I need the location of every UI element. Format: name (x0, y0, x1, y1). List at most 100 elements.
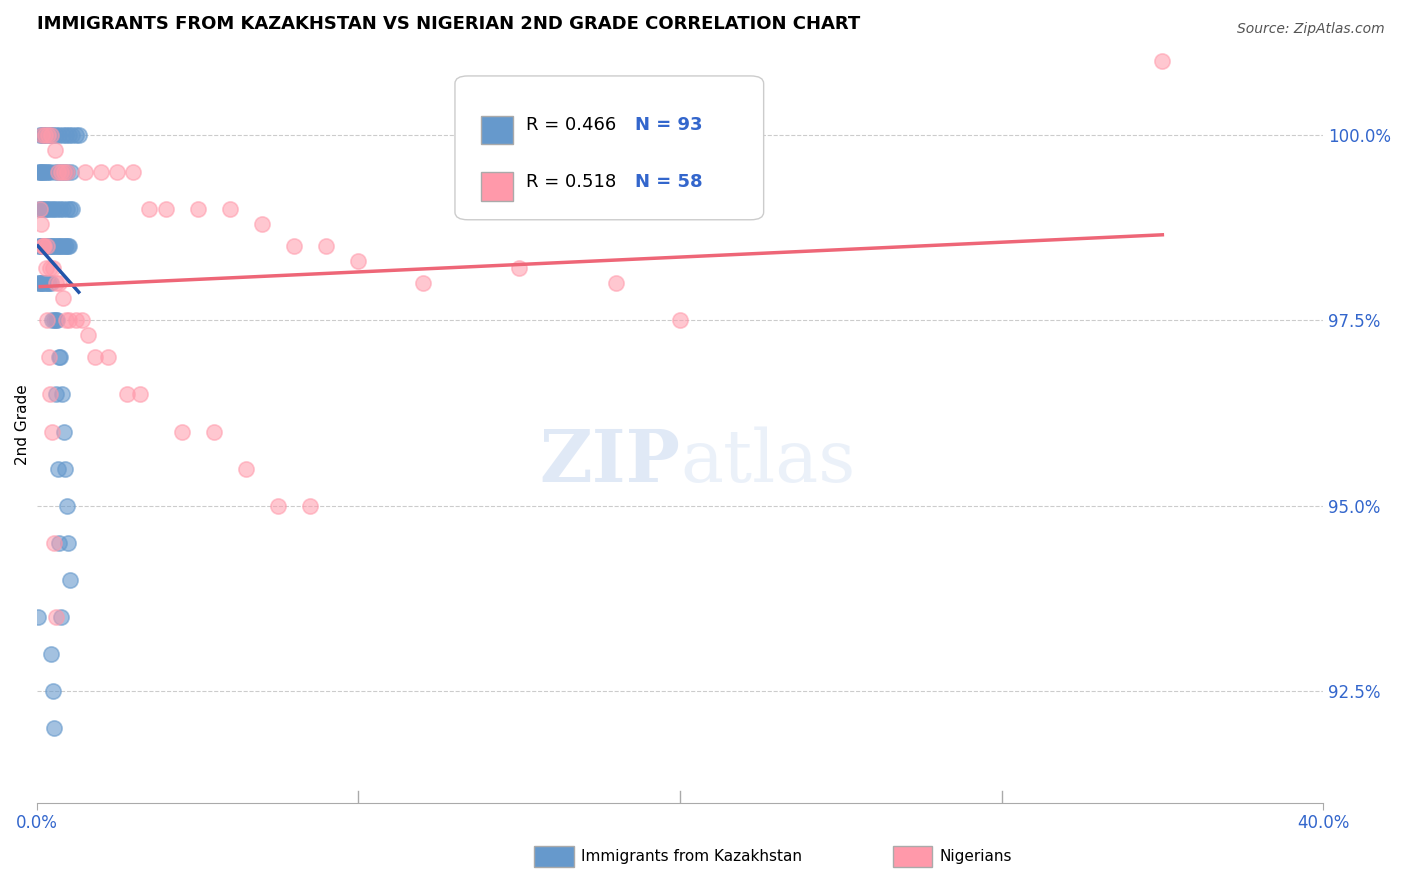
Point (49, 165, 72, 179)
Point (44, 239, 66, 253)
Point (38, 351, 60, 365)
Point (202, 425, 225, 439)
Point (56, 165, 79, 179)
Point (30, 165, 52, 179)
Point (32, 239, 55, 253)
Point (38, 239, 60, 253)
Point (218, 202, 240, 216)
Point (38, 276, 60, 290)
Point (58, 128, 80, 142)
Point (52, 239, 75, 253)
Text: Immigrants from Kazakhstan: Immigrants from Kazakhstan (581, 849, 801, 863)
Text: IMMIGRANTS FROM KAZAKHSTAN VS NIGERIAN 2ND GRADE CORRELATION CHART: IMMIGRANTS FROM KAZAKHSTAN VS NIGERIAN 2… (37, 15, 860, 33)
Text: R = 0.518: R = 0.518 (526, 173, 616, 191)
Point (283, 239, 305, 253)
Point (30, 202, 52, 216)
Point (669, 313, 692, 327)
Point (49, 239, 72, 253)
Point (52, 128, 75, 142)
Point (267, 499, 290, 513)
Point (28, 276, 51, 290)
Point (38, 261, 60, 276)
Point (31, 239, 53, 253)
Point (34, 128, 56, 142)
Point (31, 128, 53, 142)
Point (67, 128, 90, 142)
Point (58, 313, 80, 327)
Point (39, 239, 62, 253)
Point (56, 239, 79, 253)
Point (48, 351, 70, 365)
Point (34, 239, 56, 253)
Point (58, 536, 80, 550)
Point (46, 239, 69, 253)
Point (59, 573, 82, 587)
Point (65, 313, 87, 327)
Point (45, 239, 67, 253)
Point (34, 276, 56, 290)
Point (49, 610, 72, 624)
Point (45, 276, 67, 290)
Point (39, 276, 62, 290)
Point (59, 165, 82, 179)
Point (49, 165, 72, 179)
Point (42, 239, 65, 253)
Point (299, 499, 322, 513)
Point (39, 165, 62, 179)
Point (38, 128, 60, 142)
Point (187, 202, 209, 216)
Point (42, 313, 65, 327)
Point (42, 261, 65, 276)
Point (250, 217, 273, 231)
Point (65, 128, 87, 142)
Point (45, 313, 67, 327)
Point (38, 202, 60, 216)
Point (37, 202, 59, 216)
Point (41, 128, 63, 142)
Point (48, 128, 70, 142)
Point (75, 165, 97, 179)
Text: Nigerians: Nigerians (939, 849, 1012, 863)
Point (32, 239, 55, 253)
Point (37, 165, 59, 179)
Point (31, 276, 53, 290)
Point (27, 610, 49, 624)
Point (41, 202, 63, 216)
Point (46, 313, 69, 327)
Text: N = 58: N = 58 (636, 173, 703, 191)
Point (45, 387, 67, 401)
Point (55, 313, 77, 327)
Point (315, 239, 337, 253)
Point (55, 239, 77, 253)
Point (44, 143, 66, 157)
Text: R = 0.466: R = 0.466 (526, 116, 616, 134)
Point (35, 239, 58, 253)
Point (45, 202, 67, 216)
Point (35, 239, 58, 253)
Point (41, 684, 63, 698)
Point (170, 425, 193, 439)
Point (235, 461, 257, 475)
Point (55, 128, 77, 142)
Point (53, 165, 76, 179)
Point (28, 202, 51, 216)
Point (28, 239, 51, 253)
Point (46, 461, 69, 475)
Point (56, 165, 79, 179)
Point (53, 239, 76, 253)
Point (39, 647, 62, 661)
Point (97, 351, 120, 365)
Point (138, 202, 160, 216)
Point (508, 261, 530, 276)
Text: N = 93: N = 93 (636, 116, 703, 134)
FancyBboxPatch shape (481, 116, 513, 145)
Point (42, 536, 65, 550)
Point (56, 499, 79, 513)
Point (42, 202, 65, 216)
Point (52, 425, 75, 439)
Point (28, 165, 51, 179)
Point (30, 128, 52, 142)
Point (122, 165, 145, 179)
Point (48, 276, 70, 290)
Point (51, 239, 73, 253)
